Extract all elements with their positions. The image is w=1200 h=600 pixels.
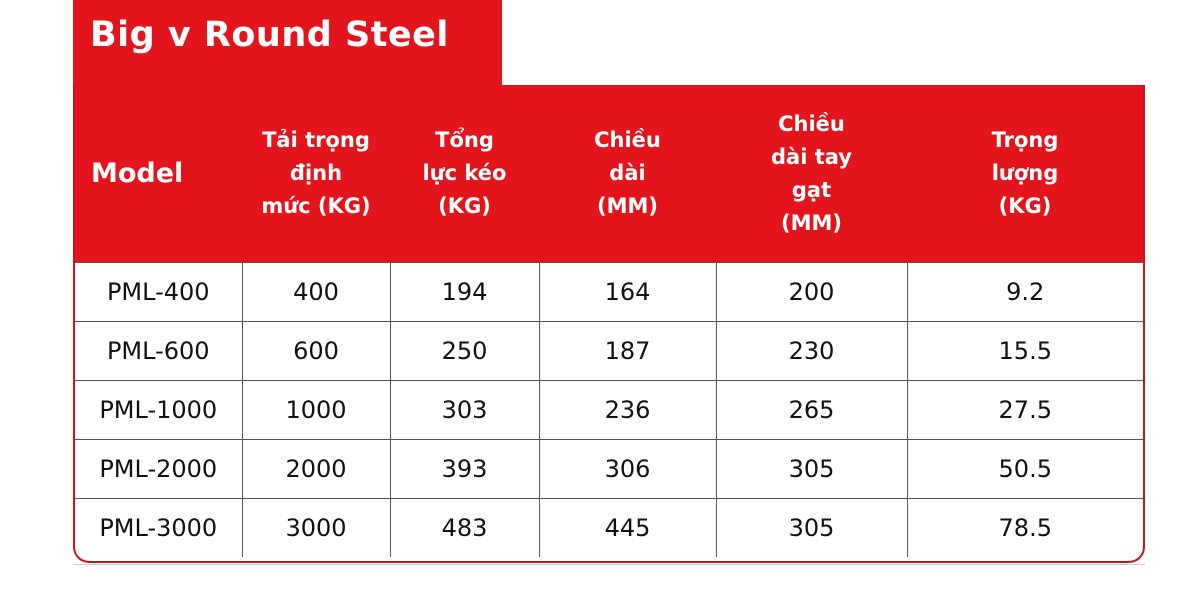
table-cell: 445 [539, 498, 717, 557]
table-cell: 393 [390, 439, 540, 499]
table-row: PML-3000 3000 483 445 305 78.5 [75, 498, 1143, 557]
header-row: Model Tải trọng định mức (KG) Tổng lực kéo… [75, 85, 1143, 263]
table-cell: 15.5 [907, 321, 1143, 381]
table-cell: 9.2 [907, 262, 1143, 322]
table-cell: 250 [390, 321, 540, 381]
table-cell: 78.5 [907, 498, 1143, 557]
table-frame: Model Tải trọng định mức (KG) Tổng lực kéo… [73, 85, 1145, 563]
table-cell: 164 [539, 262, 717, 322]
table-cell: PML-2000 [75, 439, 243, 499]
table-cell: PML-1000 [75, 380, 243, 440]
table-cell: 50.5 [907, 439, 1143, 499]
table-cell: PML-600 [75, 321, 243, 381]
table-cell: 305 [716, 439, 908, 499]
table-row: PML-600 600 250 187 230 15.5 [75, 321, 1143, 381]
column-header: Chiều dài tay gạt (MM) [716, 85, 907, 263]
column-header: Chiều dài (MM) [539, 85, 716, 263]
table-cell: 27.5 [907, 380, 1143, 440]
table-cell: 305 [716, 498, 908, 557]
table-cell: 230 [716, 321, 908, 381]
table-row: PML-2000 2000 393 306 305 50.5 [75, 439, 1143, 499]
column-header: Model [75, 85, 242, 263]
table-cell: PML-3000 [75, 498, 243, 557]
table-cell: 200 [716, 262, 908, 322]
divider [73, 564, 1145, 565]
column-header: Tải trọng định mức (KG) [242, 85, 390, 263]
table-cell: 600 [242, 321, 391, 381]
column-header: Trọng lượng (KG) [907, 85, 1143, 263]
table-cell: PML-400 [75, 262, 243, 322]
table-cell: 1000 [242, 380, 391, 440]
table-cell: 303 [390, 380, 540, 440]
table-cell: 236 [539, 380, 717, 440]
table-cell: 194 [390, 262, 540, 322]
table-cell: 2000 [242, 439, 391, 499]
table-cell: 306 [539, 439, 717, 499]
title-tab: Big v Round Steel [73, 0, 502, 85]
spec-table: Model Tải trọng định mức (KG) Tổng lực kéo… [75, 85, 1143, 557]
table-cell: 187 [539, 321, 717, 381]
table-cell: 400 [242, 262, 391, 322]
table-cell: 265 [716, 380, 908, 440]
column-header: Tổng lực kéo (KG) [390, 85, 539, 263]
table-body: PML-400 400 194 164 200 9.2 PML-600 600 250 187 23… [75, 262, 1143, 557]
table-row: PML-1000 1000 303 236 265 27.5 [75, 380, 1143, 440]
table-cell: 3000 [242, 498, 391, 557]
table-row: PML-400 400 194 164 200 9.2 [75, 262, 1143, 322]
table-cell: 483 [390, 498, 540, 557]
